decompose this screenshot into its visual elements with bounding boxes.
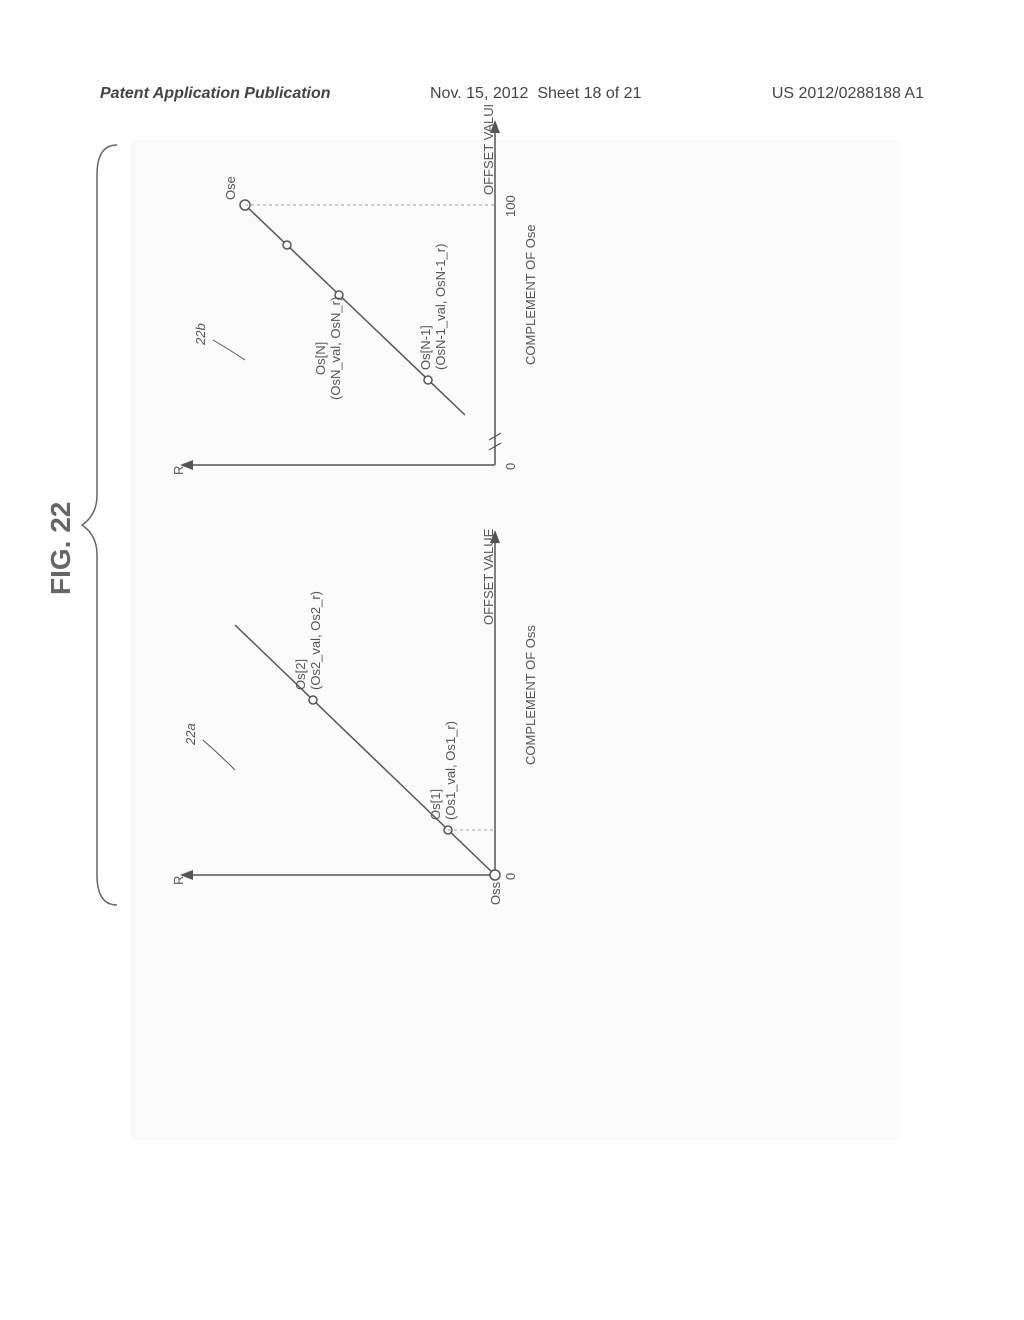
caption-right: COMPLEMENT OF Ose: [523, 224, 538, 365]
os1-label-bottom: (Os1_val, Os1_r): [443, 721, 458, 820]
osn1-label-bottom: (OsN-1_val, OsN-1_r): [433, 244, 448, 370]
panel-ref-right: 22b: [193, 323, 208, 346]
chart-right: 22b R 0 100 OFFSET VALUE COMPLEMENT OF O…: [135, 105, 555, 525]
osn1-label-top: Os[N-1]: [418, 325, 433, 370]
patent-number-label: US 2012/0288188 A1: [772, 85, 924, 103]
osn-label-top: Os[N]: [313, 342, 328, 375]
marker-os2: [309, 696, 317, 704]
y-label-left: R: [171, 876, 186, 885]
ose-label: Ose: [223, 176, 238, 200]
os2-label-bottom: (Os2_val, Os2_r): [308, 591, 323, 690]
marker-extra: [283, 241, 291, 249]
os2-label-top: Os[2]: [293, 659, 308, 690]
osn-label-bottom: (OsN_val, OsN_r): [328, 297, 343, 400]
y-label-right: R: [171, 466, 186, 475]
panel-ref-left: 22a: [183, 723, 198, 746]
x-label-right: OFFSET VALUE: [481, 105, 496, 195]
x-origin-right: 0: [503, 463, 518, 470]
data-line-right: [245, 205, 465, 415]
publication-label: Patent Application Publication: [100, 85, 331, 103]
x-origin-left: 0: [503, 873, 518, 880]
figure-title: FIG. 22: [45, 502, 77, 595]
date-sheet-label: Nov. 15, 2012 Sheet 18 of 21: [430, 85, 641, 103]
figure-brace: [77, 135, 137, 915]
figure-rotated-content: FIG. 22 22a R 0 OFFSET VALUE COMPLEMENT …: [15, 255, 1015, 1025]
marker-osn1: [424, 376, 432, 384]
caption-left: COMPLEMENT OF Oss: [523, 625, 538, 765]
chart-left: 22a R 0 OFFSET VALUE COMPLEMENT OF Oss O…: [135, 515, 555, 935]
x-label-left: OFFSET VALUE: [481, 528, 496, 625]
oss-label: Oss: [488, 881, 503, 905]
marker-oss: [490, 870, 500, 880]
figure-wrapper: FIG. 22 22a R 0 OFFSET VALUE COMPLEMENT …: [130, 140, 900, 1140]
x-end-right: 100: [503, 195, 518, 217]
os1-label-top: Os[1]: [428, 789, 443, 820]
